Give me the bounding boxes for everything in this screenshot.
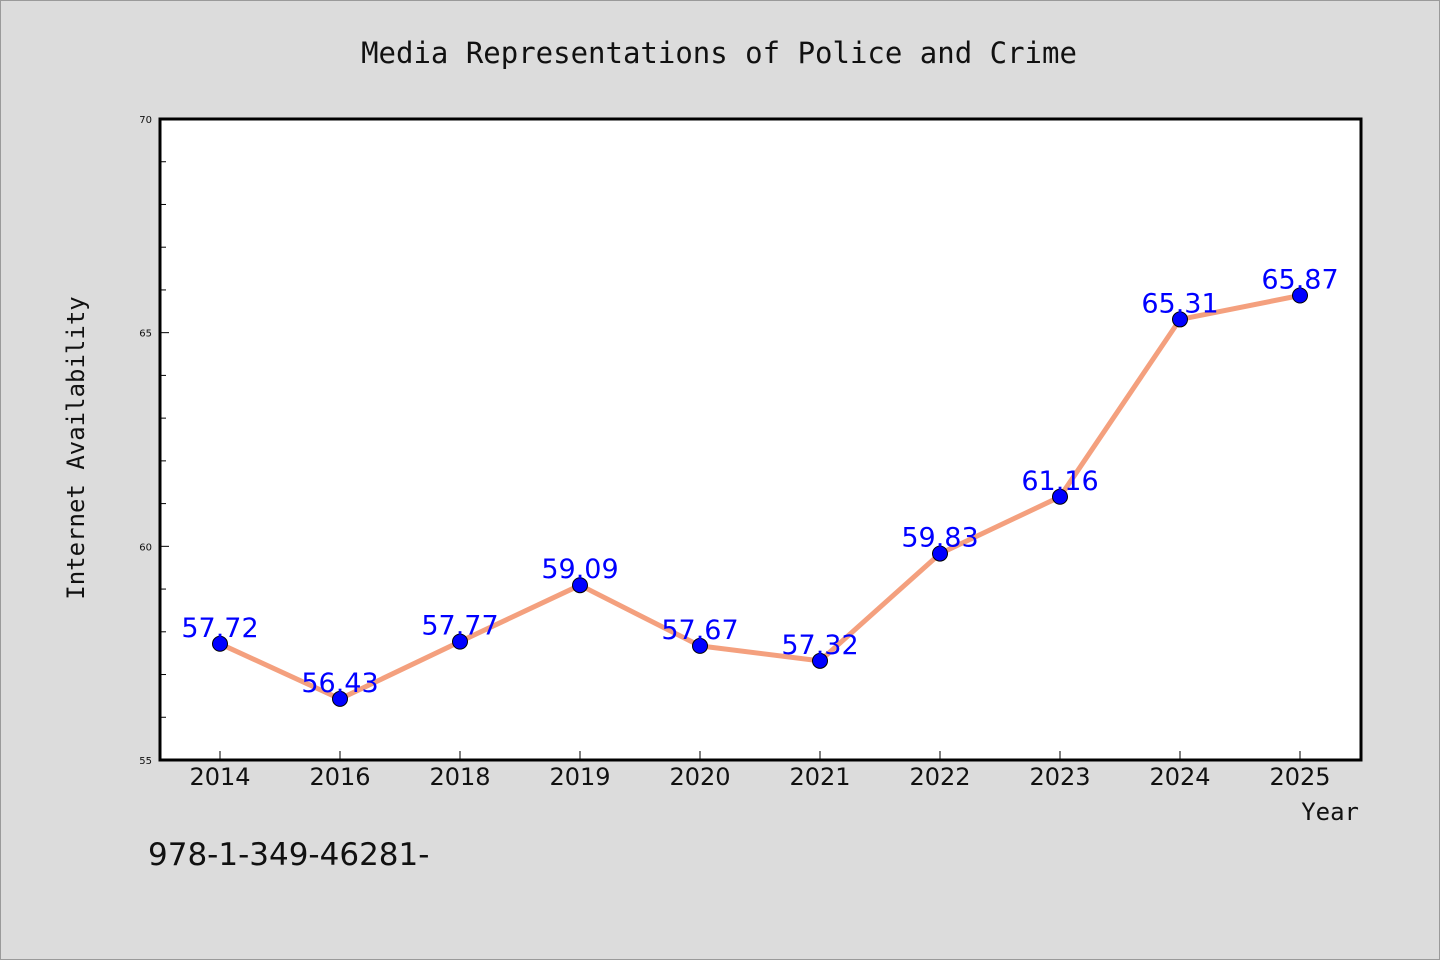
series-line: [217, 293, 1303, 702]
data-point: [212, 635, 228, 652]
data-markers: [212, 287, 1308, 707]
plot-area: [158, 117, 1363, 762]
data-point: [1052, 488, 1068, 505]
x-axis-label: Year: [1301, 798, 1359, 826]
data-point: [572, 577, 588, 594]
data-label: 61.16: [1021, 466, 1098, 497]
data-point: [1292, 287, 1308, 304]
x-tick-label: 2014: [189, 763, 250, 791]
y-tick-label: 55: [139, 756, 152, 767]
x-tick-label: 2025: [1269, 763, 1330, 791]
y-axis: 55 60 65 70: [139, 115, 169, 767]
y-tick-label: 65: [139, 329, 152, 340]
data-point: [332, 690, 348, 707]
x-tick-label: 2023: [1029, 763, 1090, 791]
x-axis: 2014 2016 2018 2019 2020 2021 2022 2023 2024 2025: [189, 751, 1331, 791]
x-tick-label: 2022: [909, 763, 970, 791]
data-label: 57.32: [781, 630, 858, 661]
data-label: 57.67: [661, 615, 738, 646]
x-tick-label: 2019: [549, 763, 610, 791]
data-label: 57.72: [181, 613, 258, 644]
x-tick-label: 2020: [669, 763, 730, 791]
data-point: [452, 633, 468, 650]
x-tick-label: 2018: [429, 763, 490, 791]
data-point: [812, 652, 828, 669]
data-labels: 57.72 56.43 57.77 59.09 57.67 57.32 59.83 61.16…: [181, 264, 1338, 698]
data-label: 65.31: [1141, 288, 1218, 319]
data-label: 59.83: [901, 523, 978, 554]
x-tick-label: 2024: [1149, 763, 1210, 791]
isbn-text: 978-1-349-46281-: [148, 837, 429, 873]
data-label: 57.77: [421, 611, 498, 642]
x-tick-label: 2016: [309, 763, 370, 791]
data-label: 65.87: [1261, 264, 1338, 295]
data-point: [692, 637, 708, 654]
chart-title: Media Representations of Police and Crim…: [361, 36, 1077, 70]
y-tick-label: 60: [139, 542, 152, 553]
data-label: 56.43: [301, 668, 378, 699]
y-axis-label: Internet Availability: [62, 296, 90, 599]
data-point: [932, 545, 948, 562]
data-point: [1172, 311, 1188, 328]
y-tick-label: 70: [139, 115, 152, 126]
data-label: 59.09: [541, 554, 618, 585]
x-tick-label: 2021: [789, 763, 850, 791]
